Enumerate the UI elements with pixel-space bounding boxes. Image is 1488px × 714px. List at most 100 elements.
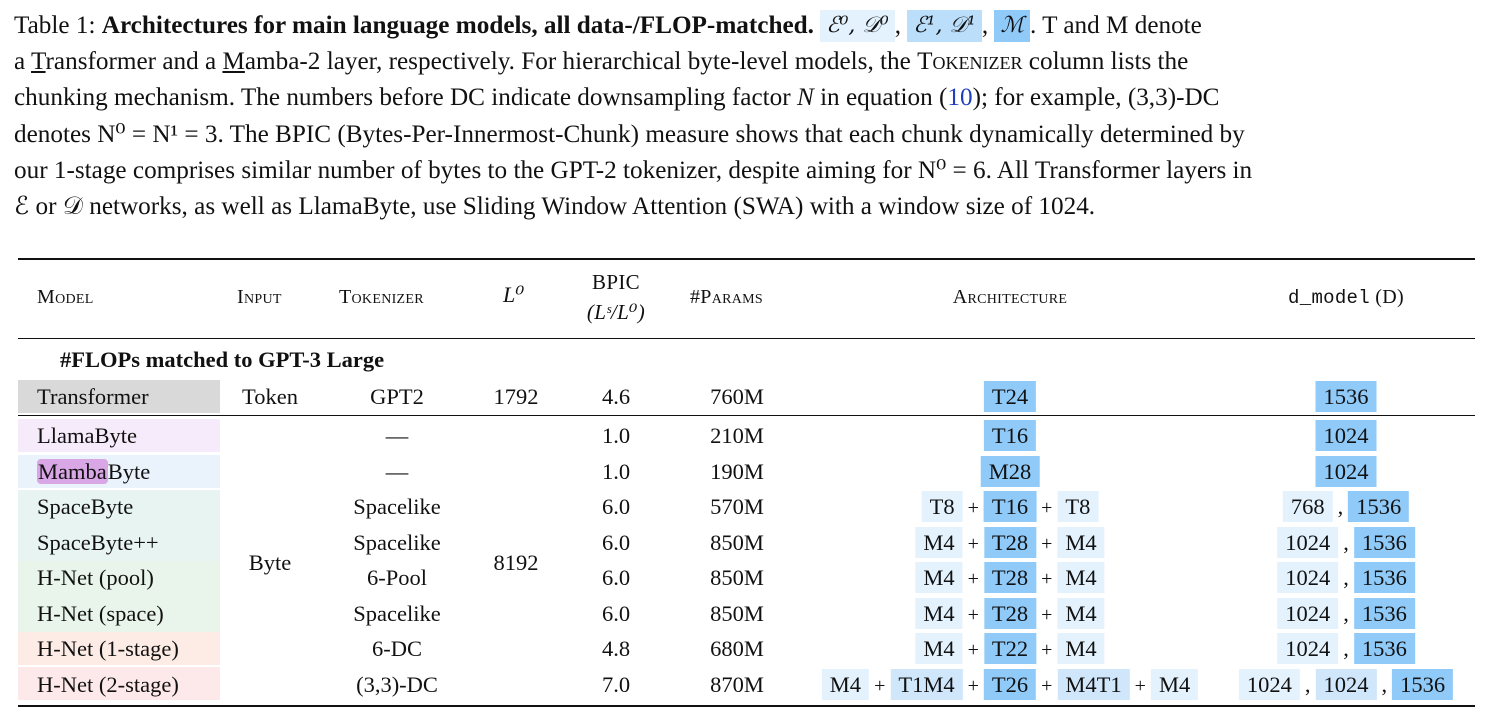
equation-link[interactable]: 10	[947, 84, 973, 112]
header-bpic-sub: (Lˢ/L⁰)	[586, 300, 646, 324]
hnet-pool-row-bg	[18, 561, 220, 632]
header-params: #Params	[690, 286, 764, 308]
dmodel-block: 1024	[1277, 562, 1339, 593]
arch-block: M28	[980, 456, 1040, 487]
caption-math: N	[796, 84, 814, 112]
params-cell: 850M	[710, 530, 764, 555]
dmodel-cell: 1024, 1536	[1277, 527, 1415, 558]
comma-sep: ,	[1343, 565, 1349, 590]
plus-sign: +	[967, 639, 979, 661]
caption-text: denotes N⁰ = N¹ = 3. The BPIC (Bytes-Per…	[14, 120, 1245, 148]
plus-sign: +	[967, 533, 979, 555]
header-dmodel: d_model (D)	[1288, 286, 1404, 309]
input-cell-merged: Byte	[248, 550, 292, 575]
params-cell: 760M	[710, 384, 764, 409]
arch-block: M4	[915, 562, 963, 593]
section-heading: #FLOPs matched to GPT-3 Large	[60, 347, 384, 373]
main-network-chip: ℳ	[994, 10, 1030, 42]
header-architecture: Architecture	[952, 286, 1068, 308]
caption-text: ); for example, (3,3)-DC	[972, 84, 1220, 112]
dmodel-code: d_model	[1288, 287, 1370, 309]
dmodel-cell: 1536	[1315, 381, 1377, 412]
dmodel-block: 1024	[1315, 669, 1377, 700]
arch-block: M4	[1057, 633, 1105, 664]
bpic-cell: 6.0	[601, 494, 631, 519]
comma-sep: ,	[1343, 636, 1349, 661]
caption-text: chunking mechanism. The numbers before D…	[14, 84, 797, 112]
comma-sep: ,	[1343, 530, 1349, 555]
arch-block: T28	[983, 562, 1037, 593]
comma-sep: ,	[1343, 601, 1349, 626]
arch-block: M4	[1150, 669, 1199, 700]
transformer-row-bg	[18, 380, 220, 413]
bpic-cell: 6.0	[601, 565, 631, 590]
arch-block: T8	[1057, 491, 1099, 522]
bpic-cell: 4.8	[601, 636, 631, 661]
dmodel-cell: 1024, 1536	[1277, 598, 1415, 629]
arch-block: M4	[1057, 527, 1105, 558]
arch-block: T22	[983, 633, 1037, 664]
dmodel-block: 1536	[1353, 562, 1415, 593]
dmodel-cell: 1024	[1315, 456, 1377, 487]
arch-block: M4	[915, 633, 963, 664]
comma-sep: ,	[1304, 672, 1311, 697]
dmodel-block: 1536	[1315, 381, 1377, 412]
arch-block: M4	[1057, 562, 1105, 593]
plus-sign: +	[1041, 604, 1053, 626]
bottom-rule	[18, 705, 1475, 707]
arch-cell: T8 + T16 + T8	[921, 491, 1099, 524]
dmodel-block: 1024	[1315, 420, 1377, 451]
dmodel-block: 1024	[1277, 598, 1339, 629]
arch-block: T16	[983, 420, 1037, 451]
model-cell: H-Net (2-stage)	[37, 672, 179, 697]
dmodel-block: 1536	[1392, 669, 1454, 700]
dmodel-block: 768	[1282, 491, 1333, 522]
model-cell: H-Net (1-stage)	[37, 636, 179, 661]
header-l0: L⁰	[503, 282, 525, 307]
caption-text: in equation (	[813, 84, 948, 112]
arch-block: T24	[983, 381, 1037, 412]
l0-cell-merged: 8192	[493, 550, 539, 575]
tokenizer-cell: Spacelike	[353, 601, 441, 626]
input-cell: Token	[242, 384, 298, 409]
tokenizer-cell: GPT2	[370, 384, 424, 409]
arch-block: M4	[821, 669, 870, 700]
arch-block: T16	[983, 491, 1037, 522]
mid-rule	[18, 415, 1475, 416]
tokenizer-word: Tokenizer	[917, 48, 1023, 76]
arch-block: T28	[983, 527, 1037, 558]
caption-label: Table 1:	[14, 12, 96, 39]
dmodel-block: 1536	[1353, 598, 1415, 629]
tokenizer-cell: (3,3)-DC	[356, 672, 438, 697]
bpic-cell: 6.0	[601, 530, 631, 555]
t-letter: T	[31, 48, 46, 76]
model-cell: SpaceByte++	[37, 530, 159, 555]
params-cell: 210M	[710, 423, 764, 448]
plus-sign: +	[1041, 497, 1053, 519]
stage0-chip: ℰ⁰, 𝒟⁰	[820, 10, 895, 42]
arch-cell: M4 + T22 + M4	[915, 633, 1105, 666]
header-input: Input	[237, 286, 282, 308]
params-cell: 680M	[710, 636, 764, 661]
plus-sign: +	[967, 568, 979, 590]
tokenizer-cell: 6-Pool	[366, 565, 428, 590]
dmodel-block: 1024	[1277, 633, 1339, 664]
dmodel-cell: 768, 1536	[1282, 491, 1410, 522]
m-letter: M	[222, 48, 245, 76]
arch-cell: T24	[983, 381, 1037, 412]
caption-text: ℰ or 𝒟 networks, as well as LlamaByte, u…	[14, 193, 1096, 221]
top-rule	[18, 258, 1475, 260]
caption-after-chips: . T and M denote	[1030, 12, 1202, 39]
dmodel-block: 1536	[1353, 633, 1415, 664]
bpic-cell: 1.0	[601, 423, 631, 448]
arch-cell: M4 + T28 + M4	[915, 598, 1105, 631]
hnet-1stage-row-bg	[18, 632, 220, 665]
caption-text: a	[14, 48, 32, 76]
arch-block: T26	[983, 669, 1037, 700]
dmodel-block: 1536	[1353, 527, 1415, 558]
plus-sign: +	[1134, 675, 1146, 697]
params-cell: 850M	[710, 565, 764, 590]
params-cell: 570M	[710, 494, 764, 519]
model-suffix: Byte	[107, 459, 151, 484]
header-rule	[18, 338, 1475, 339]
